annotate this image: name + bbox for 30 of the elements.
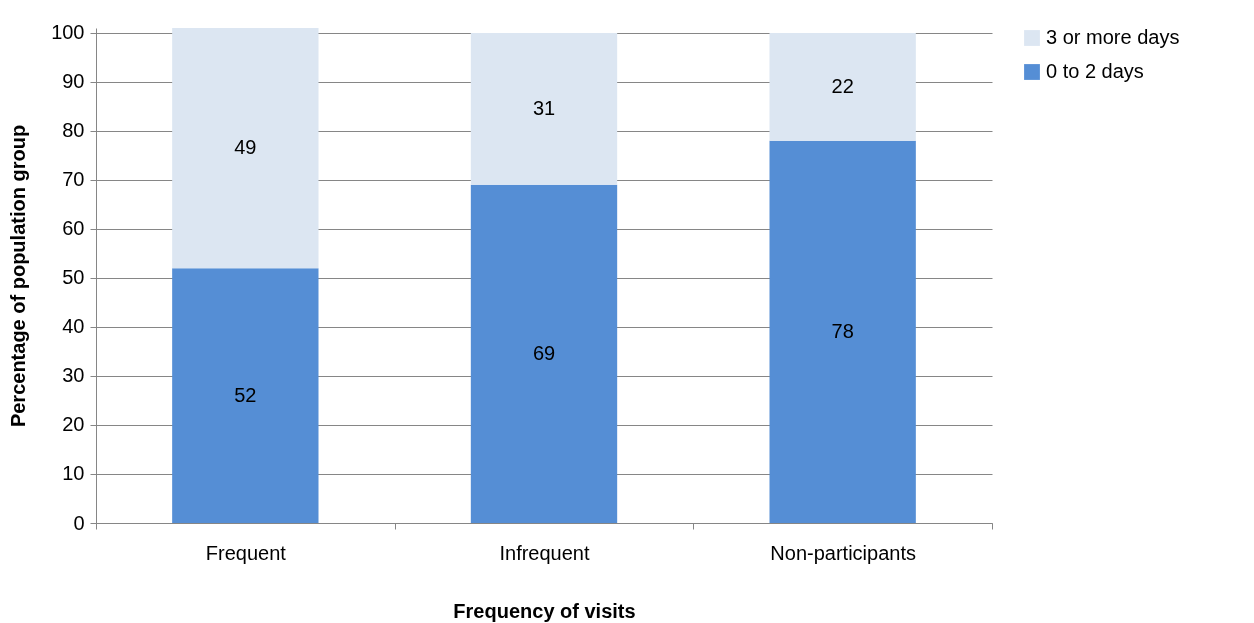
bar — [769, 140, 916, 523]
bar — [470, 184, 618, 523]
data-label: 31 — [532, 96, 556, 119]
y-tick-label: 0 — [73, 511, 85, 534]
bar — [470, 32, 618, 185]
data-label: 78 — [831, 319, 854, 342]
y-tick-label: 20 — [62, 413, 85, 436]
legend-label: 0 to 2 days — [1046, 60, 1144, 82]
legend-label: 3 or more days — [1046, 26, 1180, 48]
data-label: 52 — [234, 383, 257, 406]
bar — [172, 268, 319, 523]
bar — [769, 32, 916, 141]
y-tick-label: 50 — [62, 266, 85, 289]
y-tick-label: 30 — [62, 364, 85, 387]
y-tick-label: 10 — [62, 462, 85, 485]
x-tick-label: Frequent — [205, 541, 287, 564]
bar — [172, 28, 319, 269]
y-tick-label: 70 — [62, 168, 85, 191]
y-axis-title: Percentage of population group — [7, 124, 30, 428]
data-label: 49 — [234, 136, 257, 159]
y-tick-label: 100 — [51, 21, 85, 44]
data-label: 69 — [532, 341, 556, 364]
data-label: 22 — [831, 74, 854, 97]
x-tick-label: Infrequent — [499, 541, 590, 564]
y-tick-label: 60 — [62, 217, 85, 240]
y-tick-label: 40 — [62, 315, 85, 338]
x-tick-label: Non-participants — [770, 541, 916, 564]
x-axis-title: Frequency of visits — [453, 599, 636, 622]
y-tick-label: 80 — [62, 119, 85, 142]
y-tick-label: 90 — [62, 70, 85, 93]
